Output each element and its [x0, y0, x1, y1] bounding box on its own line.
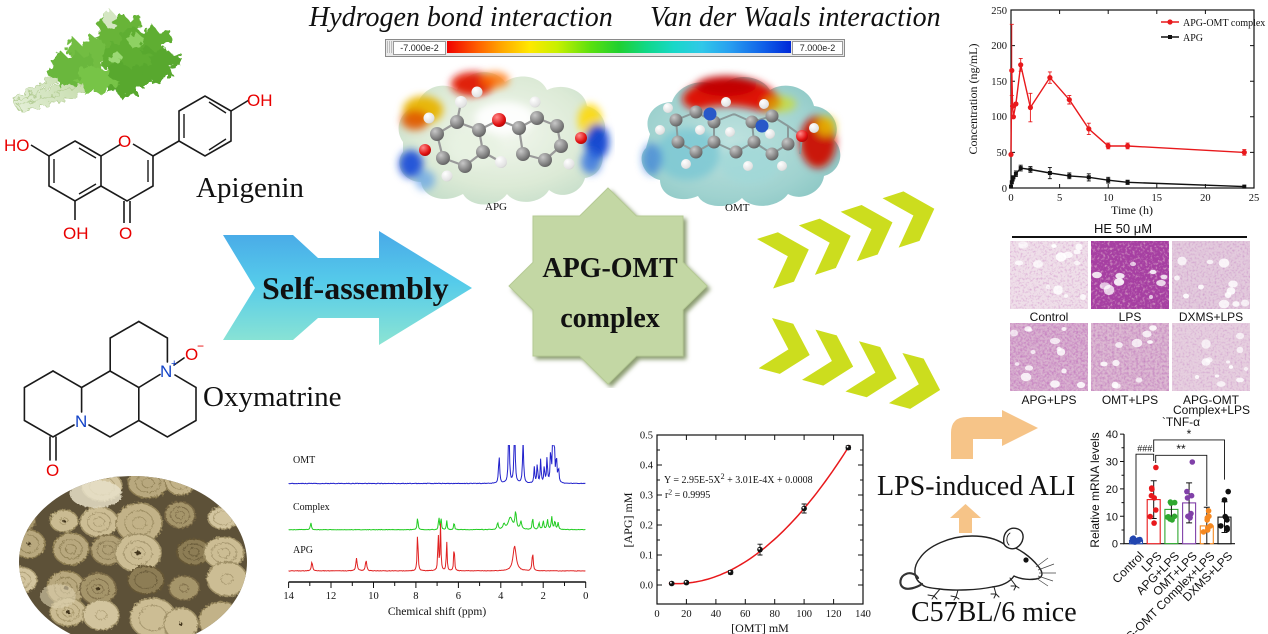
- svg-text:Self-assembly: Self-assembly: [262, 270, 449, 306]
- svg-text:`TNF-α: `TNF-α: [1162, 415, 1200, 429]
- svg-text:50: 50: [997, 148, 1008, 159]
- svg-text:Complex: Complex: [293, 502, 330, 513]
- svg-text:HO: HO: [4, 136, 30, 155]
- svg-text:O: O: [118, 132, 131, 151]
- svg-text:**: **: [1176, 442, 1186, 456]
- svg-text:8: 8: [413, 591, 418, 602]
- svg-text:[OMT] mM: [OMT] mM: [731, 621, 789, 634]
- svg-text:DXMS+LPS: DXMS+LPS: [1179, 310, 1243, 324]
- svg-text:20: 20: [1106, 484, 1118, 496]
- svg-text:OH: OH: [63, 224, 89, 243]
- svg-text:0: 0: [583, 591, 588, 602]
- svg-text:20: 20: [681, 609, 692, 620]
- svg-text:10: 10: [1103, 193, 1114, 204]
- svg-text:OMT: OMT: [725, 202, 750, 214]
- svg-text:Chemical shift (ppm): Chemical shift (ppm): [388, 606, 487, 618]
- svg-text:100: 100: [991, 112, 1007, 123]
- svg-text:12: 12: [326, 591, 337, 602]
- svg-text:Time (h): Time (h): [1111, 203, 1153, 217]
- svg-text:4: 4: [498, 591, 504, 602]
- svg-text:[APG] mM: [APG] mM: [621, 492, 635, 547]
- svg-text:0: 0: [1002, 184, 1007, 195]
- svg-text:N: N: [160, 362, 172, 381]
- svg-text:120: 120: [826, 609, 842, 620]
- svg-text:200: 200: [991, 41, 1007, 52]
- svg-text:OMT+LPS: OMT+LPS: [1102, 393, 1158, 407]
- svg-text:15: 15: [1152, 193, 1163, 204]
- svg-text:5: 5: [1057, 193, 1062, 204]
- svg-text:OMT: OMT: [293, 455, 315, 466]
- svg-text:2: 2: [541, 591, 546, 602]
- svg-text:APG: APG: [485, 201, 507, 213]
- svg-text:APG-OMT: APG-OMT: [1183, 393, 1240, 407]
- svg-text:APG-OMT: APG-OMT: [542, 253, 678, 284]
- svg-text:40: 40: [1106, 429, 1118, 441]
- svg-text:−: −: [197, 339, 204, 353]
- svg-text:O: O: [46, 461, 59, 480]
- svg-text:100: 100: [796, 609, 812, 620]
- svg-text:0.3: 0.3: [640, 491, 653, 502]
- svg-text:0: 0: [1008, 193, 1013, 204]
- svg-text:APG: APG: [1183, 33, 1203, 44]
- svg-text:APG-OMT complex: APG-OMT complex: [1183, 18, 1265, 29]
- svg-text:14: 14: [283, 591, 294, 602]
- svg-text:APG: APG: [293, 545, 313, 556]
- svg-text:*: *: [1187, 427, 1192, 441]
- svg-text:OH: OH: [247, 91, 273, 110]
- svg-text:N: N: [75, 412, 87, 431]
- svg-text:Concentration (ng/mL): Concentration (ng/mL): [966, 44, 980, 155]
- svg-text:10: 10: [368, 591, 379, 602]
- svg-text:80: 80: [769, 609, 780, 620]
- svg-text:150: 150: [991, 77, 1007, 88]
- svg-text:250: 250: [991, 6, 1007, 17]
- svg-text:25: 25: [1249, 193, 1260, 204]
- svg-text:0: 0: [1112, 539, 1118, 551]
- svg-text:10: 10: [1106, 511, 1118, 523]
- svg-text:30: 30: [1106, 457, 1118, 469]
- svg-text:Y = 2.95E-5X2 + 3.01E-4X + 0.0: Y = 2.95E-5X2 + 3.01E-4X + 0.0008: [664, 472, 813, 486]
- svg-text:r2 = 0.9995: r2 = 0.9995: [665, 488, 710, 502]
- svg-text:140: 140: [855, 609, 871, 620]
- svg-text:0.1: 0.1: [640, 551, 653, 562]
- svg-text:0.0: 0.0: [640, 581, 653, 592]
- svg-text:HE 50 μM: HE 50 μM: [1094, 221, 1152, 236]
- svg-text:6: 6: [456, 591, 461, 602]
- svg-text:APG+LPS: APG+LPS: [1021, 393, 1076, 407]
- svg-text:Control: Control: [1030, 310, 1069, 324]
- svg-text:###: ###: [1137, 444, 1152, 454]
- svg-text:0.5: 0.5: [640, 431, 653, 442]
- svg-text:O: O: [185, 345, 198, 364]
- svg-text:LPS: LPS: [1119, 310, 1142, 324]
- svg-text:20: 20: [1200, 193, 1211, 204]
- svg-text:O: O: [119, 224, 132, 243]
- svg-text:0: 0: [654, 609, 659, 620]
- svg-text:0.2: 0.2: [640, 521, 653, 532]
- svg-text:40: 40: [711, 609, 722, 620]
- svg-text:Relative mRNA levels: Relative mRNA levels: [1088, 432, 1102, 547]
- svg-text:0.4: 0.4: [640, 461, 654, 472]
- svg-text:+: +: [171, 358, 177, 370]
- svg-text:complex: complex: [560, 303, 660, 334]
- svg-text:60: 60: [740, 609, 751, 620]
